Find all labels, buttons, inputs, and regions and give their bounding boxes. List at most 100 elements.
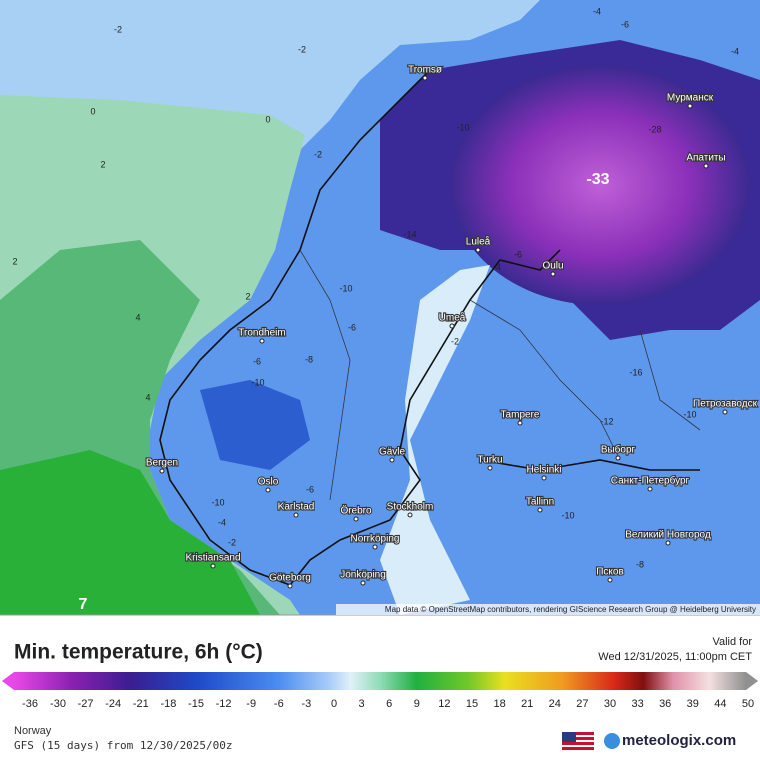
colorbar-tick-label: -15 bbox=[188, 698, 204, 710]
contour-label: -6 bbox=[514, 249, 522, 259]
colorbar-arrow bbox=[2, 672, 14, 690]
city-dot bbox=[265, 487, 271, 493]
city-dot bbox=[293, 512, 299, 518]
contour-label: -4 bbox=[218, 517, 226, 527]
brand-logo bbox=[604, 733, 620, 749]
city-label: Выборг bbox=[601, 444, 636, 456]
city-dot bbox=[449, 323, 455, 329]
contour-label: -10 bbox=[211, 497, 224, 507]
contour-label: -2 bbox=[314, 149, 322, 159]
colorbar-tick-label: 36 bbox=[659, 698, 671, 710]
colorbar-tick-label: -30 bbox=[50, 698, 66, 710]
map: Map data © OpenStreetMap contributors, r… bbox=[0, 0, 760, 616]
city-dot bbox=[537, 507, 543, 513]
colorbar-tick-label: -9 bbox=[246, 698, 256, 710]
city-dot bbox=[475, 247, 481, 253]
city-label: Karlstad bbox=[278, 502, 315, 513]
colorbar-tick-label: 12 bbox=[438, 698, 450, 710]
colorbar-tick-label: -18 bbox=[160, 698, 176, 710]
city-label: Санкт-Петербург bbox=[611, 475, 690, 487]
colorbar-tick-label: -36 bbox=[22, 698, 38, 710]
city-label: Stockholm bbox=[387, 502, 434, 513]
city-label: Helsinki bbox=[526, 465, 561, 476]
city-label: Tallinn bbox=[526, 497, 554, 508]
city-label: Петрозаводск bbox=[693, 399, 758, 410]
contour-label: -28 bbox=[648, 124, 661, 134]
contour-label: 7 bbox=[79, 596, 88, 613]
colorbar-tick-label: -27 bbox=[78, 698, 94, 710]
colorbar-tick-label: 0 bbox=[331, 698, 337, 710]
colorbar-tick-label: 3 bbox=[359, 698, 365, 710]
city-label: Bergen bbox=[146, 458, 178, 469]
contour-label: -4 bbox=[731, 46, 739, 56]
colorbar-tick-label: 21 bbox=[521, 698, 533, 710]
city-label: Turku bbox=[477, 455, 502, 466]
city-dot bbox=[687, 103, 693, 109]
city-label: Gävle bbox=[379, 447, 406, 458]
colorbar-tick-label: 24 bbox=[549, 698, 561, 710]
colorbar-tick-label: 50 bbox=[742, 698, 754, 710]
city-dot bbox=[487, 465, 493, 471]
attribution-bg bbox=[336, 604, 760, 615]
city-label: Великий Новгород bbox=[625, 530, 711, 541]
city-dot bbox=[647, 486, 653, 492]
contour-label: -2 bbox=[114, 24, 122, 34]
cold-inland bbox=[200, 380, 310, 470]
city-dot bbox=[615, 455, 621, 461]
city-dot bbox=[517, 420, 523, 426]
contour-label: -12 bbox=[600, 416, 613, 426]
contour-label: 0 bbox=[265, 114, 270, 124]
city-label: Jönköping bbox=[340, 570, 386, 581]
city-dot bbox=[665, 540, 671, 546]
city-label: Tromsø bbox=[408, 65, 442, 76]
contour-label: -10 bbox=[456, 122, 469, 132]
city-label: Kristiansand bbox=[185, 553, 240, 564]
city-label: Trondheim bbox=[238, 328, 285, 339]
city-dot bbox=[360, 580, 366, 586]
colorbar bbox=[14, 672, 746, 690]
region: Norway bbox=[14, 725, 52, 737]
city-dot bbox=[422, 75, 428, 81]
city-label: Luleå bbox=[466, 236, 491, 248]
colorbar-tick-label: -24 bbox=[105, 698, 121, 710]
contour-label: 2 bbox=[245, 291, 250, 301]
contour-label: -8 bbox=[305, 354, 313, 364]
contour-label: -6 bbox=[253, 356, 261, 366]
coldest-area bbox=[450, 65, 750, 305]
model: GFS (15 days) from 12/30/2025/00z bbox=[14, 739, 233, 752]
city-dot bbox=[210, 563, 216, 569]
contour-label: -2 bbox=[228, 537, 236, 547]
colorbar-tick-label: -6 bbox=[274, 698, 284, 710]
contour-label: -8 bbox=[636, 559, 644, 569]
contour-label: -16 bbox=[629, 367, 642, 377]
contour-label: -6 bbox=[621, 19, 629, 29]
city-dot bbox=[159, 468, 165, 474]
sea-warmest bbox=[0, 450, 260, 615]
contour-label: 4 bbox=[135, 312, 140, 322]
contour-label: 0 bbox=[90, 106, 95, 116]
colorbar-tick-label: 39 bbox=[687, 698, 699, 710]
city-label: Мурманск bbox=[667, 93, 714, 104]
contour-label: -6 bbox=[306, 484, 314, 494]
city-dot bbox=[389, 457, 395, 463]
city-dot bbox=[353, 516, 359, 522]
city-label: Umeå bbox=[439, 312, 466, 324]
contour-label: -6 bbox=[348, 322, 356, 332]
contour-label: 4 bbox=[145, 392, 150, 402]
attribution: Map data © OpenStreetMap contributors, r… bbox=[385, 605, 756, 614]
city-dot bbox=[372, 544, 378, 550]
city-dot bbox=[407, 512, 413, 518]
colorbar-tick-label: -12 bbox=[216, 698, 232, 710]
city-label: Tampere bbox=[501, 410, 540, 421]
colorbar-tick-label: 15 bbox=[466, 698, 478, 710]
borders bbox=[299, 249, 701, 501]
city-dot bbox=[722, 409, 728, 415]
colorbar-tick-label: 27 bbox=[576, 698, 588, 710]
contour-label: -10 bbox=[561, 510, 574, 520]
city-dot bbox=[541, 475, 547, 481]
colorbar-tick-label: 33 bbox=[631, 698, 643, 710]
colorbar-tick-label: 18 bbox=[493, 698, 505, 710]
city-label: Апатиты bbox=[686, 153, 725, 164]
contour-label: -4 bbox=[593, 6, 601, 16]
